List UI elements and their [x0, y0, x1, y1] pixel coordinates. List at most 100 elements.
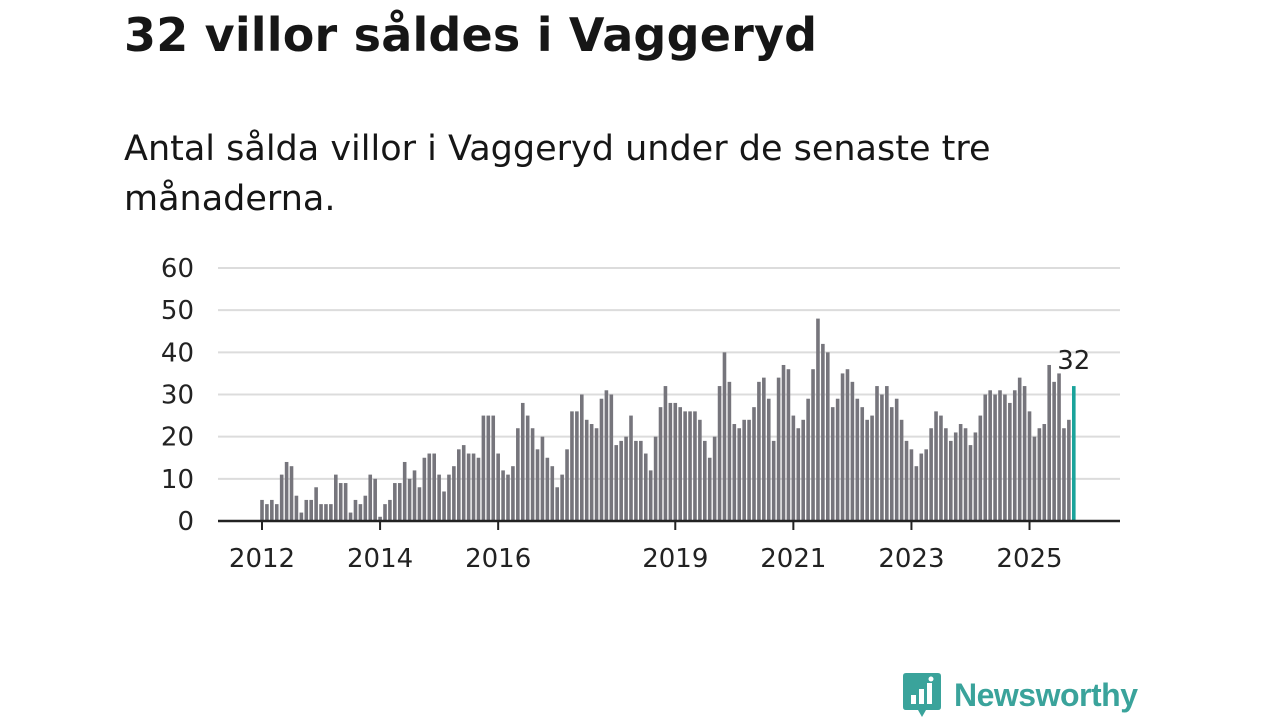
- bar: [973, 432, 978, 521]
- bar: [329, 504, 333, 521]
- y-tick-label-30: 30: [161, 381, 194, 411]
- bar: [1017, 377, 1022, 521]
- bar: [875, 386, 879, 521]
- bar: [437, 474, 441, 521]
- x-tick-label-2021: 2021: [760, 544, 826, 574]
- bar: [639, 440, 643, 521]
- x-tick-label-2019: 2019: [642, 544, 708, 574]
- x-tick-label-2023: 2023: [878, 544, 944, 574]
- x-tick-label-2025: 2025: [996, 544, 1062, 574]
- bar: [894, 398, 899, 521]
- bar: [757, 381, 761, 521]
- bar: [594, 428, 599, 521]
- bar: [988, 390, 992, 521]
- bar: [1062, 428, 1066, 521]
- bar: [658, 407, 663, 521]
- bar: [550, 466, 555, 521]
- bar: [870, 415, 874, 521]
- bar: [471, 453, 476, 521]
- bar: [934, 411, 938, 521]
- bar: [634, 440, 638, 521]
- bar: [545, 457, 550, 521]
- bar: [388, 499, 392, 521]
- bar: [402, 461, 407, 521]
- bar: [580, 394, 584, 521]
- bar: [432, 453, 436, 521]
- bar: [722, 352, 727, 521]
- bar: [1003, 394, 1007, 521]
- bar: [914, 466, 919, 521]
- bar: [260, 499, 264, 521]
- bar: [378, 516, 382, 521]
- bar: [643, 453, 648, 521]
- bar: [535, 449, 540, 521]
- bar: [589, 424, 594, 521]
- bar: [575, 411, 579, 521]
- bar: [806, 398, 810, 521]
- bar: [506, 474, 510, 521]
- bar: [294, 495, 299, 521]
- bar: [338, 483, 343, 521]
- y-axis-labels: 0 10 20 30 40 50 60: [161, 254, 194, 537]
- bar: [811, 369, 815, 521]
- bar: [491, 415, 496, 521]
- bar: [909, 449, 914, 521]
- bar: [668, 402, 673, 521]
- bar: [289, 466, 294, 521]
- bar: [855, 398, 860, 521]
- bar: [417, 487, 422, 521]
- chart-subtitle: Antal sålda villor i Vaggeryd under de s…: [124, 129, 991, 219]
- x-tick-label-2014: 2014: [347, 544, 413, 574]
- bar: [737, 428, 742, 521]
- y-tick-label-40: 40: [161, 338, 194, 368]
- bar: [348, 512, 353, 521]
- bar: [880, 394, 884, 521]
- bar: [978, 415, 983, 521]
- bar: [776, 377, 781, 521]
- y-tick-label-60: 60: [161, 254, 194, 284]
- bar: [998, 390, 1002, 521]
- bar: [393, 483, 397, 521]
- bar: [835, 398, 840, 521]
- bar: [461, 445, 466, 521]
- bar: [457, 449, 461, 521]
- bar: [629, 415, 633, 521]
- bar: [727, 381, 732, 521]
- bar: [324, 504, 328, 521]
- bar: [1047, 364, 1051, 521]
- bar: [752, 407, 756, 521]
- bar: [570, 411, 574, 521]
- bar: [703, 440, 707, 521]
- bar: [1027, 411, 1032, 521]
- y-tick-label-0: 0: [177, 507, 194, 537]
- bar: [1032, 436, 1037, 521]
- bar: [796, 428, 801, 521]
- bar: [501, 470, 505, 521]
- bar: [619, 440, 623, 521]
- bar: [717, 386, 722, 521]
- bar: [771, 440, 776, 521]
- bar: [826, 352, 830, 521]
- bar: [860, 407, 865, 521]
- newsworthy-logo: Newsworthy: [902, 670, 1138, 720]
- bar: [427, 453, 432, 521]
- x-tick-label-2016: 2016: [465, 544, 531, 574]
- bar: [712, 436, 717, 521]
- newsworthy-wordmark: Newsworthy: [954, 676, 1138, 713]
- bar: [949, 440, 953, 521]
- bar: [845, 369, 850, 521]
- bar: [368, 474, 373, 521]
- bar: [698, 419, 702, 521]
- bar: [944, 428, 948, 521]
- bar: [766, 398, 771, 521]
- bar: [683, 411, 687, 521]
- bar: [604, 390, 609, 521]
- bar: [511, 466, 515, 521]
- bar: [466, 453, 471, 521]
- bar: [525, 415, 530, 521]
- bar: [939, 415, 943, 521]
- x-axis-ticks: [261, 521, 1031, 530]
- bar: [742, 419, 746, 521]
- bar: [1057, 373, 1061, 521]
- bar: [516, 428, 520, 521]
